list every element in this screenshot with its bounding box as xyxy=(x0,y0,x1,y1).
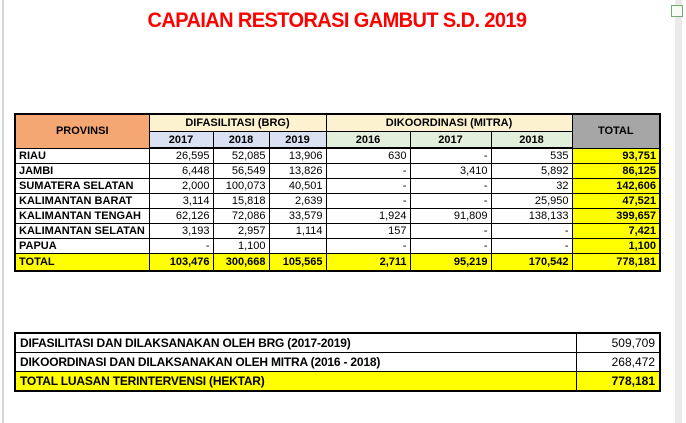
value-cell: 1,114 xyxy=(268,223,327,239)
summary-label: DIKOORDINASI DAN DILAKSANAKAN OLEH MITRA… xyxy=(14,352,577,372)
scrollbar-track[interactable] xyxy=(675,0,682,423)
restoration-achievement-table: PROVINSI DIFASILITASI (BRG) DIKOORDINASI… xyxy=(14,113,662,272)
row-total-cell: 1,100 xyxy=(571,238,661,254)
value-cell: 5,892 xyxy=(490,163,573,179)
value-cell: - xyxy=(325,193,411,209)
value-cell: 1,924 xyxy=(325,208,411,224)
value-cell: - xyxy=(409,147,492,164)
value-cell: 15,818 xyxy=(212,193,270,209)
table-row: RIAU 26,595 52,085 13,906 630 - 535 93,7… xyxy=(14,147,661,164)
row-total-cell: 47,521 xyxy=(571,193,661,209)
value-cell: - xyxy=(409,193,492,209)
province-cell: KALIMANTAN TENGAH xyxy=(14,208,150,224)
column-header-mitra-2016: 2016 xyxy=(325,131,411,149)
table-row: KALIMANTAN SELATAN 3,193 2,957 1,114 157… xyxy=(14,223,661,239)
province-cell: SUMATERA SELATAN xyxy=(14,178,150,194)
value-cell: - xyxy=(325,163,411,179)
value-cell: 13,906 xyxy=(268,147,327,164)
province-cell: RIAU xyxy=(14,147,150,164)
value-cell: 13,826 xyxy=(268,163,327,179)
value-cell: 2,957 xyxy=(212,223,270,239)
summary-total-label: TOTAL LUASAN TERINTERVENSI (HEKTAR) xyxy=(14,371,577,392)
summary-label: DIFASILITASI DAN DILAKSANAKAN OLEH BRG (… xyxy=(14,332,577,353)
table-header-years-row: 2017 2018 2019 2016 2017 2018 xyxy=(15,131,660,149)
table-row: PAPUA - 1,100 - - - 1,100 xyxy=(14,238,661,254)
province-cell: KALIMANTAN SELATAN xyxy=(14,223,150,239)
column-header-dikoordinasi-mitra: DIKOORDINASI (MITRA) xyxy=(325,113,573,132)
column-header-difasilitasi-brg: DIFASILITASI (BRG) xyxy=(148,113,327,132)
total-value-cell: 300,668 xyxy=(212,253,270,272)
value-cell: 72,086 xyxy=(212,208,270,224)
row-total-cell: 86,125 xyxy=(571,163,661,179)
value-cell: 91,809 xyxy=(409,208,492,224)
value-cell: - xyxy=(148,238,214,254)
value-cell: 1,100 xyxy=(212,238,270,254)
summary-value: 509,709 xyxy=(575,332,661,353)
total-value-cell: 105,565 xyxy=(268,253,327,272)
row-total-cell: 399,657 xyxy=(571,208,661,224)
value-cell: 33,579 xyxy=(268,208,327,224)
value-cell: 2,639 xyxy=(268,193,327,209)
summary-row: DIFASILITASI DAN DILAKSANAKAN OLEH BRG (… xyxy=(14,332,661,353)
value-cell: 100,073 xyxy=(212,178,270,194)
total-value-cell: 103,476 xyxy=(148,253,214,272)
value-cell: 535 xyxy=(490,147,573,164)
summary-row: DIKOORDINASI DAN DILAKSANAKAN OLEH MITRA… xyxy=(14,352,661,372)
value-cell: - xyxy=(409,238,492,254)
column-header-brg-2019: 2019 xyxy=(268,131,327,149)
grand-total-cell: 778,181 xyxy=(571,253,661,272)
value-cell: 62,126 xyxy=(148,208,214,224)
total-value-cell: 2,711 xyxy=(325,253,411,272)
value-cell: 6,448 xyxy=(148,163,214,179)
table-row: KALIMANTAN BARAT 3,114 15,818 2,639 - - … xyxy=(14,193,661,209)
table-row: JAMBI 6,448 56,549 13,826 - 3,410 5,892 … xyxy=(14,163,661,179)
province-cell: KALIMANTAN BARAT xyxy=(14,193,150,209)
total-row-label: TOTAL xyxy=(14,253,150,272)
value-cell: 3,193 xyxy=(148,223,214,239)
summary-value: 268,472 xyxy=(575,352,661,372)
column-header-brg-2017: 2017 xyxy=(148,131,214,149)
column-header-brg-2018: 2018 xyxy=(212,131,270,149)
row-total-cell: 93,751 xyxy=(571,147,661,164)
value-cell: - xyxy=(325,178,411,194)
total-value-cell: 170,542 xyxy=(490,253,573,272)
value-cell: - xyxy=(490,223,573,239)
province-cell: PAPUA xyxy=(14,238,150,254)
column-header-provinsi: PROVINSI xyxy=(14,113,150,149)
summary-total-value: 778,181 xyxy=(575,371,661,392)
column-header-total: TOTAL xyxy=(571,113,661,149)
value-cell: 157 xyxy=(325,223,411,239)
value-cell: 32 xyxy=(490,178,573,194)
value-cell: 52,085 xyxy=(212,147,270,164)
column-header-mitra-2018: 2018 xyxy=(490,131,573,149)
row-total-cell: 7,421 xyxy=(571,223,661,239)
value-cell: - xyxy=(409,178,492,194)
scrollbar-handle[interactable] xyxy=(671,5,683,17)
value-cell: - xyxy=(325,238,411,254)
value-cell: 630 xyxy=(325,147,411,164)
value-cell: 40,501 xyxy=(268,178,327,194)
column-header-mitra-2017: 2017 xyxy=(409,131,492,149)
total-value-cell: 95,219 xyxy=(409,253,492,272)
value-cell: 138,133 xyxy=(490,208,573,224)
value-cell: 56,549 xyxy=(212,163,270,179)
value-cell: - xyxy=(490,238,573,254)
value-cell: 3,114 xyxy=(148,193,214,209)
value-cell: 26,595 xyxy=(148,147,214,164)
value-cell xyxy=(268,238,327,254)
table-header-sections-row: PROVINSI DIFASILITASI (BRG) DIKOORDINASI… xyxy=(14,113,661,149)
table-row: SUMATERA SELATAN 2,000 100,073 40,501 - … xyxy=(14,178,661,194)
window-left-edge xyxy=(2,0,4,423)
value-cell: 3,410 xyxy=(409,163,492,179)
summary-total-row: TOTAL LUASAN TERINTERVENSI (HEKTAR) 778,… xyxy=(14,371,661,392)
value-cell: - xyxy=(409,223,492,239)
value-cell: 2,000 xyxy=(148,178,214,194)
table-total-row: TOTAL 103,476 300,668 105,565 2,711 95,2… xyxy=(14,253,661,272)
row-total-cell: 142,606 xyxy=(571,178,661,194)
page-title: CAPAIAN RESTORASI GAMBUT S.D. 2019 xyxy=(147,9,528,33)
table-row: KALIMANTAN TENGAH 62,126 72,086 33,579 1… xyxy=(14,208,661,224)
value-cell: 25,950 xyxy=(490,193,573,209)
province-cell: JAMBI xyxy=(14,163,150,179)
summary-table: DIFASILITASI DAN DILAKSANAKAN OLEH BRG (… xyxy=(14,332,661,392)
